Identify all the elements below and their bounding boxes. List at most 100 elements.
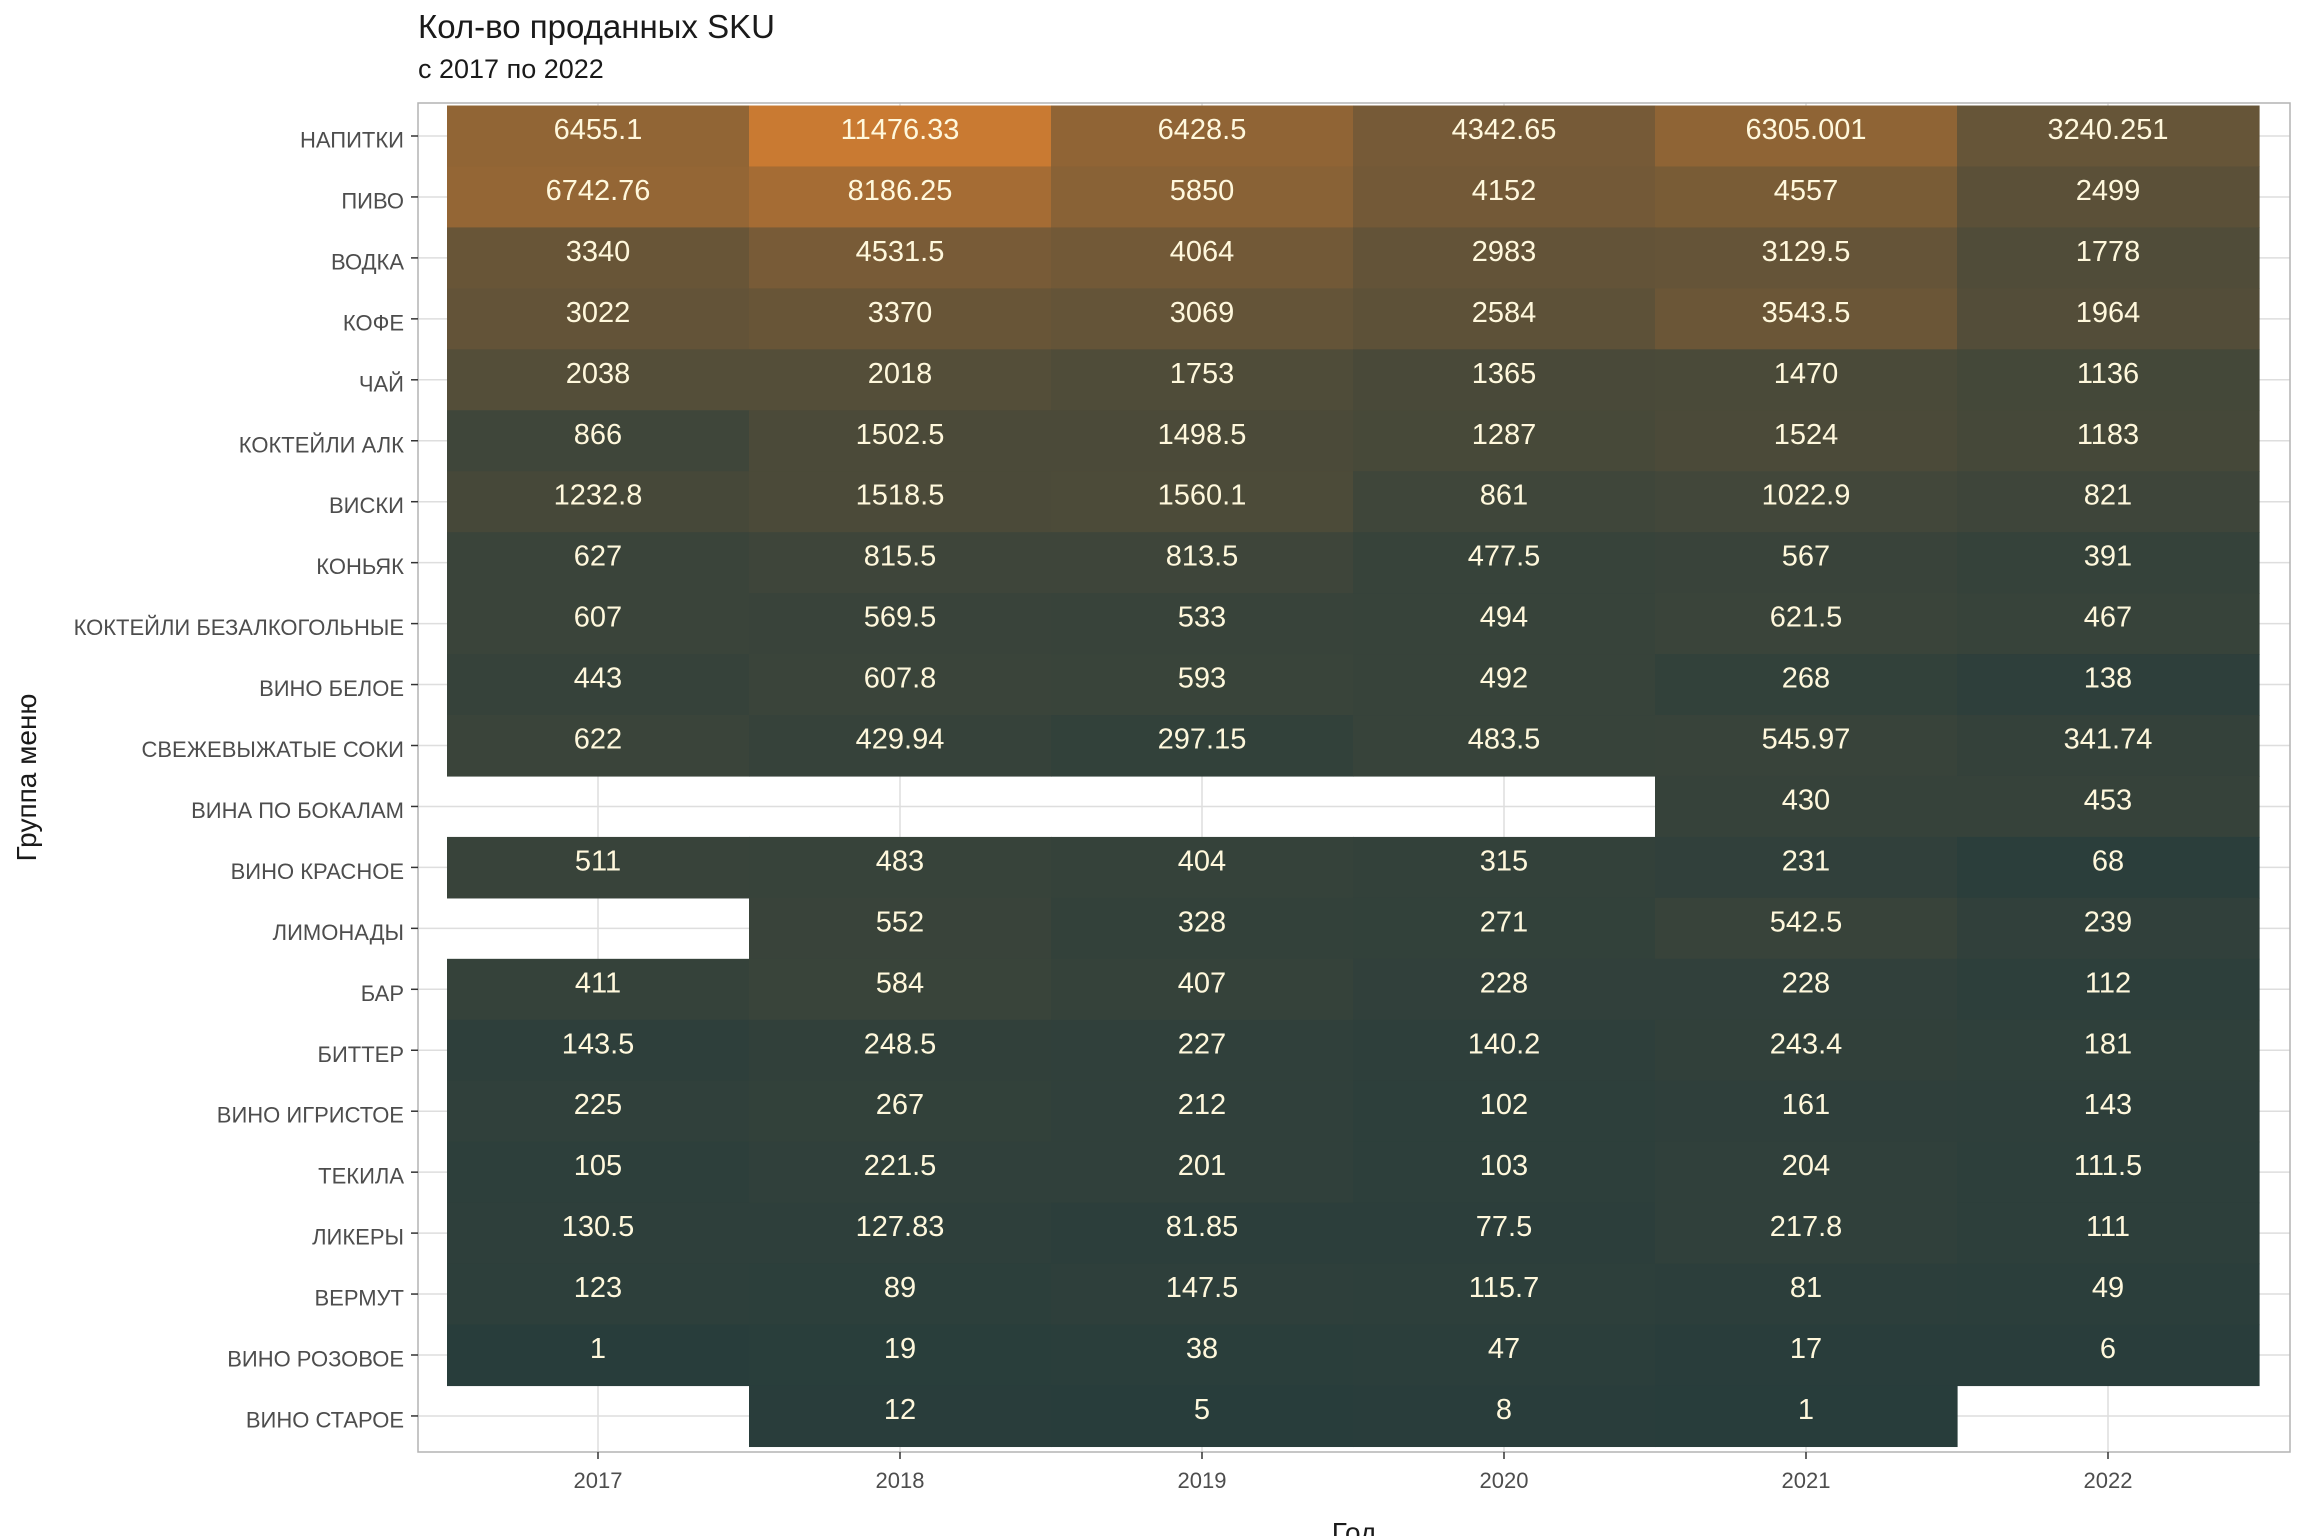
heatmap-cell <box>1353 471 1656 533</box>
cell-value-label: 3370 <box>868 297 933 329</box>
cell-value-label: 4342.65 <box>1452 114 1557 146</box>
heatmap-cell <box>1353 1141 1656 1204</box>
heatmap-cell <box>1957 1141 2260 1204</box>
cell-value-label: 6305.001 <box>1746 114 1867 146</box>
heatmap-cell <box>1655 288 1958 350</box>
cell-value-label: 866 <box>574 419 622 451</box>
x-tick-label: 2020 <box>1480 1468 1529 1493</box>
cell-value-label: 494 <box>1480 602 1528 634</box>
cell-value-label: 477.5 <box>1468 541 1541 573</box>
y-tick-label: ЛИКЕРЫ <box>312 1225 404 1250</box>
heatmap-cell <box>749 1385 1052 1448</box>
y-tick-label: ПИВО <box>341 188 404 213</box>
cell-value-label: 147.5 <box>1166 1272 1239 1304</box>
cell-value-label: 3340 <box>566 236 631 268</box>
heatmap-cell <box>1353 654 1656 716</box>
heatmap-cell <box>749 1141 1052 1204</box>
heatmap-cell <box>1353 1385 1656 1448</box>
heatmap-cell <box>749 715 1052 777</box>
cell-value-label: 1778 <box>2076 236 2141 268</box>
cell-value-label: 112 <box>2085 967 2131 999</box>
heatmap-cell <box>749 532 1052 594</box>
cell-value-label: 1136 <box>2077 358 2139 390</box>
heatmap-cell <box>1655 349 1958 411</box>
y-axis-ticks: НАПИТКИ ПИВО ВОДКА КОФЕ ЧАЙ КОКТЕЙЛИ АЛК ВИСКИ… <box>74 128 418 1432</box>
y-tick-label: ВИНО СТАРОЕ <box>246 1407 404 1432</box>
y-tick-label: ВИНА ПО БОКАЛАМ <box>191 798 404 823</box>
cell-value-label: 584 <box>876 967 924 999</box>
heatmap-cell <box>1957 288 2260 350</box>
cell-value-label: 545.97 <box>1762 724 1851 756</box>
cell-value-label: 2499 <box>2076 175 2141 207</box>
cell-value-label: 621.5 <box>1770 602 1843 634</box>
cell-value-label: 111 <box>2086 1211 2130 1243</box>
cell-value-label: 12 <box>884 1394 916 1426</box>
cell-value-label: 1560.1 <box>1158 480 1247 512</box>
cell-value-label: 19 <box>884 1333 916 1365</box>
cell-value-label: 815.5 <box>864 541 937 573</box>
heatmap-cell <box>1353 836 1656 899</box>
cell-value-label: 217.8 <box>1770 1211 1843 1243</box>
cell-value-label: 430 <box>1782 784 1830 816</box>
heatmap-cell <box>1353 1080 1656 1143</box>
heatmap-cell <box>1353 227 1656 289</box>
cell-value-label: 3022 <box>566 297 631 329</box>
heatmap-cell <box>1957 1324 2260 1387</box>
heatmap-cell <box>1957 958 2260 1021</box>
heatmap-cell <box>749 227 1052 289</box>
cell-value-label: 593 <box>1178 663 1226 695</box>
cell-value-label: 239 <box>2084 906 2132 938</box>
heatmap-cell <box>1655 1202 1958 1265</box>
heatmap-cell <box>749 1080 1052 1143</box>
heatmap-cell <box>1051 897 1354 960</box>
cell-value-label: 111.5 <box>2074 1150 2142 1182</box>
cell-value-label: 315 <box>1480 845 1528 877</box>
cell-value-label: 341.74 <box>2064 724 2153 756</box>
cell-value-label: 212 <box>1178 1089 1226 1121</box>
cell-value-label: 1232.8 <box>554 480 643 512</box>
heatmap-cell <box>749 897 1052 960</box>
heatmap-cell <box>1655 775 1958 838</box>
cell-value-label: 8186.25 <box>848 175 953 207</box>
cell-value-label: 267 <box>876 1089 924 1121</box>
heatmap-cell <box>1957 349 2260 411</box>
cell-value-label: 143 <box>2084 1089 2132 1121</box>
cell-value-label: 225 <box>574 1089 622 1121</box>
heatmap-cell <box>447 1263 750 1326</box>
heatmap-cell <box>447 166 750 229</box>
heatmap-cell <box>1957 1080 2260 1143</box>
heatmap-cell <box>1957 715 2260 777</box>
cell-value-label: 533 <box>1178 602 1226 634</box>
y-tick-label: КОФЕ <box>343 310 404 335</box>
cell-value-label: 6455.1 <box>554 114 643 146</box>
heatmap-cell <box>749 166 1052 229</box>
heatmap-cell <box>447 1141 750 1204</box>
heatmap-cell <box>1655 1385 1958 1448</box>
heatmap-cell <box>447 1324 750 1387</box>
y-axis-title: Группа меню <box>11 694 42 862</box>
cell-value-label: 411 <box>575 967 621 999</box>
y-tick-label: КОНЬЯК <box>316 554 404 579</box>
heatmap-cell <box>1655 836 1958 899</box>
cell-value-label: 143.5 <box>562 1028 635 1060</box>
cell-value-label: 248.5 <box>864 1028 937 1060</box>
heatmap-cell <box>1957 410 2260 472</box>
heatmap-cell <box>447 1080 750 1143</box>
cell-value-label: 68 <box>2092 845 2124 877</box>
cell-value-label: 1287 <box>1472 419 1537 451</box>
cell-value-label: 3543.5 <box>1762 297 1851 329</box>
cell-value-label: 627 <box>574 541 622 573</box>
cell-value-label: 201 <box>1178 1150 1226 1182</box>
cell-value-label: 103 <box>1480 1150 1528 1182</box>
heatmap-cell <box>1957 1019 2260 1082</box>
heatmap-cell <box>447 349 750 411</box>
heatmap-cell <box>1655 654 1958 716</box>
heatmap-cell <box>1051 471 1354 533</box>
y-tick-label: ВИНО КРАСНОЕ <box>231 859 404 884</box>
heatmap-cell <box>1353 105 1656 168</box>
heatmap-cell <box>1353 532 1656 594</box>
heatmap-cell <box>1051 958 1354 1021</box>
heatmap-cell <box>447 410 750 472</box>
cell-value-label: 483 <box>876 845 924 877</box>
